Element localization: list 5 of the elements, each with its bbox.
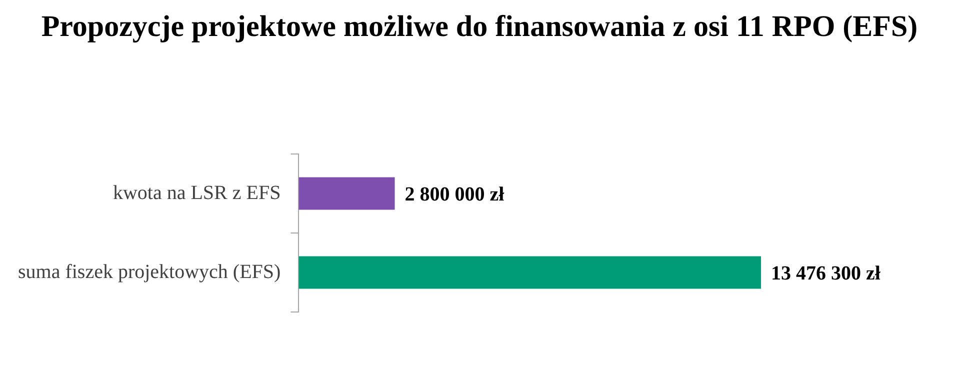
y-tick-label: suma fiszek projektowych (EFS) [18,260,281,283]
chart-title: Propozycje projektowe możliwe do finansowania z osi 11 RPO (EFS) [40,9,919,45]
y-tick-label: kwota na LSR z EFS [112,182,281,204]
data-label: 2 800 000 zł [404,184,505,206]
data-label: 13 476 300 zł [771,262,881,285]
